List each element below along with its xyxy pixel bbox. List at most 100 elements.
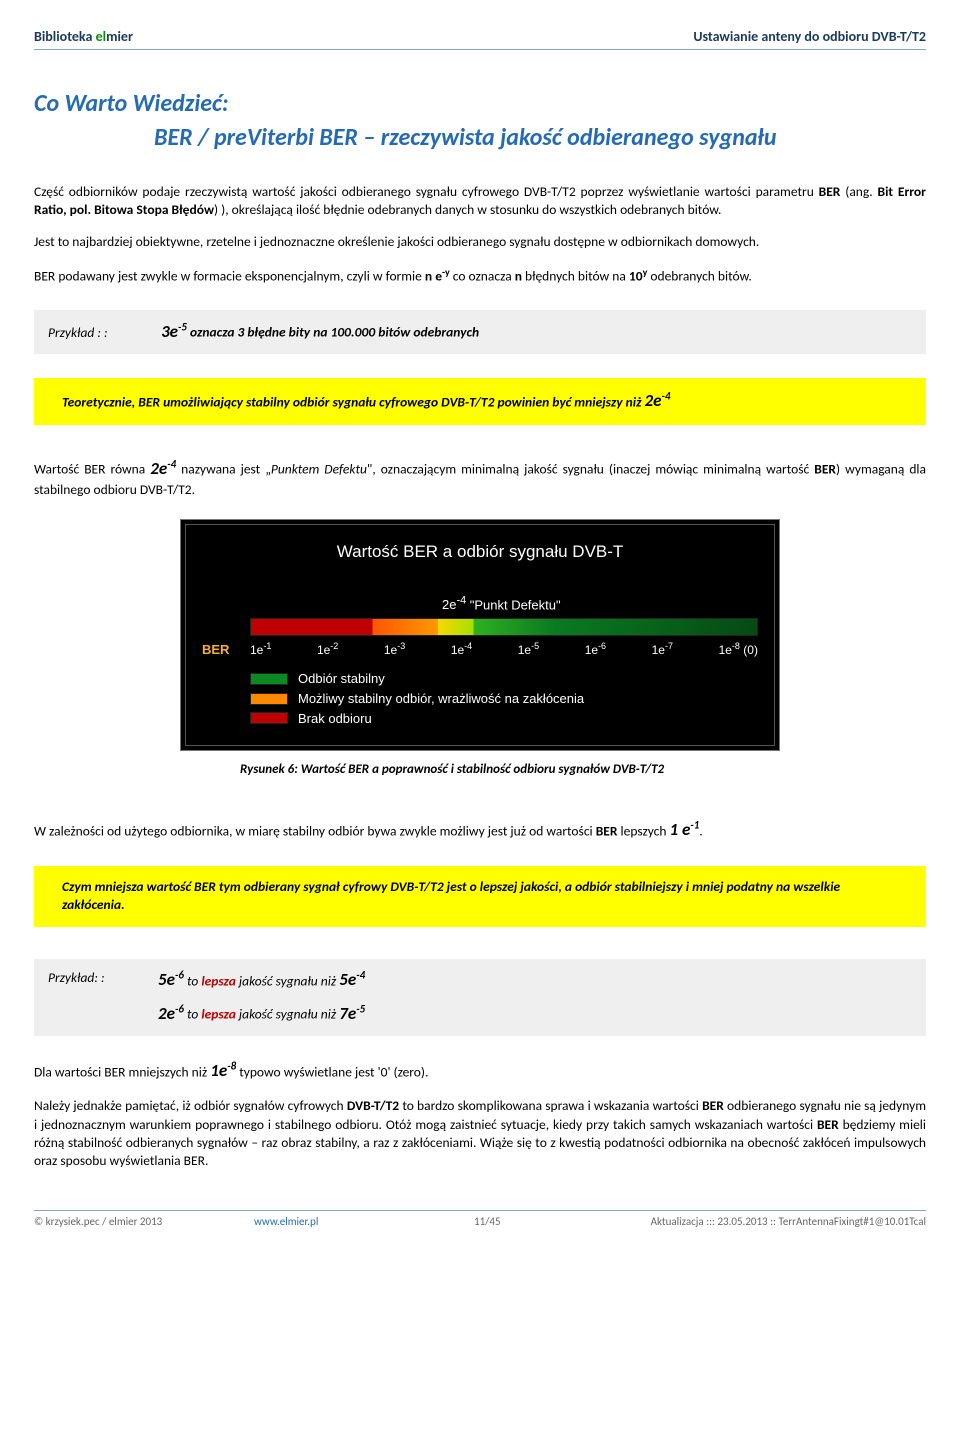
- expr: n e: [425, 268, 442, 285]
- text: co oznacza: [450, 268, 515, 285]
- term-ber: BER: [596, 822, 618, 839]
- paragraph-2: Jest to najbardziej obiektywne, rzetelne…: [34, 233, 926, 251]
- ber-figure: Wartość BER a odbiór sygnału DVB-T 2e-4 …: [180, 519, 780, 751]
- expr-base: 2e: [442, 597, 456, 612]
- text: (ang.: [840, 183, 877, 200]
- text: n: [515, 268, 522, 285]
- text: Teoretycznie, BER umożliwiający stabilny…: [62, 393, 645, 410]
- punkt-text: "Punkt Defektu": [466, 597, 561, 612]
- brand-el: el: [96, 28, 107, 45]
- expr-sup: -5: [356, 1002, 365, 1015]
- example-label: Przykład : :: [48, 324, 158, 342]
- expr-base: 5e: [339, 969, 356, 990]
- figure-inner: Wartość BER a odbiór sygnału DVB-T 2e-4 …: [185, 524, 775, 746]
- header-right: Ustawianie anteny do odbioru DVB-T/T2: [693, 28, 926, 47]
- text: to: [184, 1006, 201, 1023]
- text: Należy jednakże pamiętać, iż odbiór sygn…: [34, 1097, 347, 1114]
- example-tail: oznacza 3 błędne bity na 100.000 bitów o…: [190, 324, 479, 341]
- text: BER podawany jest zwykle w formacie eksp…: [34, 268, 425, 285]
- expr-base: 2e: [150, 458, 167, 479]
- example-expr: 3e-5: [161, 321, 187, 342]
- expr: 2e-4: [645, 390, 671, 411]
- text: nazywana jest „: [176, 461, 271, 478]
- highlight-box-2: Czym mniejsza wartość BER tym odbierany …: [34, 866, 926, 926]
- expr-sup: -4: [356, 969, 365, 982]
- figure-container: Wartość BER a odbiór sygnału DVB-T 2e-4 …: [180, 519, 780, 779]
- legend-text: Odbiór stabilny: [298, 670, 385, 688]
- scale-tick: 1e-2: [317, 640, 338, 658]
- legend-red: Brak odbioru: [250, 710, 758, 728]
- expr-base: 5e: [158, 969, 175, 990]
- expr: 7e-5: [339, 1003, 365, 1024]
- term-ber: BER: [702, 1097, 724, 1114]
- swatch-red: [250, 712, 288, 724]
- expr-sup: -4: [456, 595, 466, 607]
- text: to: [184, 972, 201, 989]
- section-title: Co Warto Wiedzieć:: [34, 88, 926, 120]
- text: odebranych bitów.: [647, 268, 751, 285]
- text: W zależności od użytego odbiornika, w mi…: [34, 822, 596, 839]
- header-prefix: Biblioteka: [34, 28, 96, 45]
- punkt-defektu-label: 2e-4 "Punkt Defektu": [202, 594, 758, 614]
- term-dvbt: DVB-T/T2: [347, 1097, 399, 1114]
- scale-ticks: 1e-11e-21e-31e-41e-51e-61e-71e-8 (0): [250, 640, 758, 658]
- legend-text: Brak odbioru: [298, 710, 372, 728]
- expr: 5e-4: [339, 969, 365, 990]
- paragraph-5: W zależności od użytego odbiornika, w mi…: [34, 819, 926, 843]
- scale-row: BER 1e-11e-21e-31e-41e-51e-61e-71e-8 (0): [202, 640, 758, 659]
- swatch-green: [250, 673, 288, 685]
- example-box-2: Przykład: : 5e-6 to lepsza jakość sygnał…: [34, 959, 926, 1036]
- expr-base: 1 e: [670, 819, 691, 840]
- section-subtitle: BER / preViterbi BER – rzeczywista jakoś…: [34, 122, 926, 154]
- axis-label-ber: BER: [202, 641, 250, 659]
- expr: 1 e-1: [670, 819, 700, 840]
- brand-mier: mier: [106, 28, 133, 45]
- paragraph-6: Dla wartości BER mniejszych niż 1e-8 typ…: [34, 1060, 926, 1084]
- expr-base: 2e: [158, 1003, 175, 1024]
- legend-green: Odbiór stabilny: [250, 670, 758, 688]
- paragraph-intro: Część odbiorników podaje rzeczywistą war…: [34, 183, 926, 219]
- scale-tick: 1e-8 (0): [719, 640, 758, 658]
- paragraph-7: Należy jednakże pamiętać, iż odbiór sygn…: [34, 1097, 926, 1170]
- gradient-bar-row: [202, 618, 758, 636]
- text: lepszych: [617, 822, 669, 839]
- figure-caption: Rysunek 6: Wartość BER a poprawność i st…: [240, 761, 780, 779]
- expr: 2e-4: [150, 458, 176, 479]
- example-box-1: Przykład : : 3e-5 oznacza 3 błędne bity …: [34, 310, 926, 354]
- footer-copyright: © krzysiek.pec / elmier 2013: [34, 1215, 254, 1230]
- legend-orange: Możliwy stabilny odbiór, wrażliwość na z…: [250, 690, 758, 708]
- expr-sup: -6: [175, 1002, 184, 1015]
- punkt-expr: 2e-4: [442, 597, 466, 612]
- expr: 1e-8: [210, 1060, 236, 1081]
- expr-base: 1e: [210, 1060, 227, 1081]
- legend-text: Możliwy stabilny odbiór, wrażliwość na z…: [298, 690, 584, 708]
- paragraph-3: BER podawany jest zwykle w formacie eksp…: [34, 265, 926, 286]
- example-lines: 5e-6 to lepsza jakość sygnału niż 5e-4 2…: [158, 969, 365, 1026]
- expr-base: 2e: [645, 390, 662, 411]
- ber-gradient-bar: [250, 618, 758, 636]
- scale-tick: 1e-5: [518, 640, 539, 658]
- term-lepsza: lepsza: [201, 972, 236, 989]
- text: jakość sygnału niż: [236, 972, 339, 989]
- swatch-orange: [250, 693, 288, 705]
- text: to bardzo skomplikowana sprawa i wskazan…: [399, 1097, 702, 1114]
- text: jakość sygnału niż: [236, 1006, 339, 1023]
- expr-sup: -8: [227, 1060, 236, 1073]
- text: .: [699, 822, 702, 839]
- footer-page: 11/45: [474, 1215, 594, 1230]
- text: Wartość BER równa: [34, 461, 150, 478]
- figure-legend: Odbiór stabilny Możliwy stabilny odbiór,…: [202, 670, 758, 727]
- expr-sup: -6: [175, 969, 184, 982]
- expr-sup: -4: [167, 457, 176, 470]
- scale-tick: 1e-3: [384, 640, 405, 658]
- scale-tick: 1e-6: [585, 640, 606, 658]
- term-lepsza: lepsza: [201, 1006, 236, 1023]
- text: Część odbiorników podaje rzeczywistą war…: [34, 183, 819, 200]
- example-line-2: 2e-6 to lepsza jakość sygnału niż 7e-5: [158, 1002, 365, 1026]
- term-ber: BER: [817, 1116, 839, 1133]
- footer-url: www.elmier.pl: [254, 1215, 474, 1230]
- page-footer: © krzysiek.pec / elmier 2013 www.elmier.…: [34, 1210, 926, 1230]
- term-punkt-defektu: Punktem Defektu: [271, 461, 367, 478]
- expr-sup: -4: [661, 390, 670, 403]
- footer-update: Aktualizacja ::: 23.05.2013 :: TerrAnten…: [594, 1215, 926, 1230]
